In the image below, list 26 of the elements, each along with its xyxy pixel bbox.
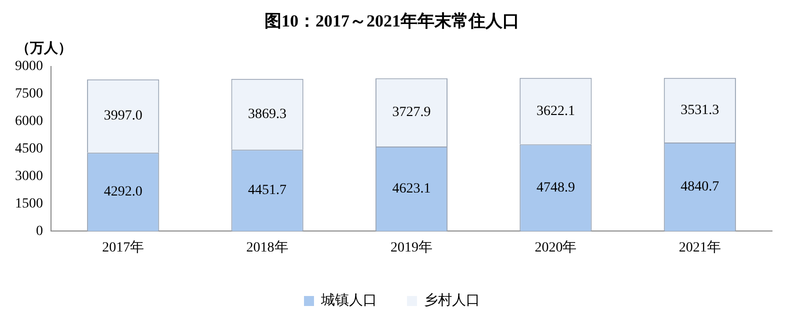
x-tick-label: 2018年 [246,239,288,256]
legend-label: 乡村人口 [424,292,480,309]
chart-title: 图10：2017～2021年年末常住人口 [264,12,520,31]
x-tick-label: 2020年 [534,239,577,256]
data-label: 4292.0 [104,184,142,200]
data-label: 3531.3 [680,102,720,118]
x-tick-label: 2019年 [390,239,432,256]
y-tick-label: 1500 [15,196,43,212]
y-tick-label: 0 [36,224,43,239]
y-tick-label: 3000 [15,168,43,184]
y-axis-title: （万人） [16,40,72,57]
data-label: 4748.9 [536,180,575,196]
data-label: 4840.7 [680,180,720,195]
x-tick-label: 2021年 [678,239,721,256]
data-label: 4623.1 [392,182,431,197]
data-label: 3727.9 [392,105,431,120]
data-label: 3997.0 [104,108,142,124]
x-tick-label: 2017年 [102,239,144,256]
y-tick-label: 7500 [15,86,43,102]
y-tick-label: 4500 [15,141,43,156]
y-tick-label: 9000 [15,59,43,74]
data-label: 4451.7 [248,183,287,198]
y-tick-label: 6000 [15,114,43,130]
legend-label: 城镇人口 [320,292,377,309]
data-label: 3869.3 [248,106,287,122]
data-label: 3622.1 [536,104,575,119]
